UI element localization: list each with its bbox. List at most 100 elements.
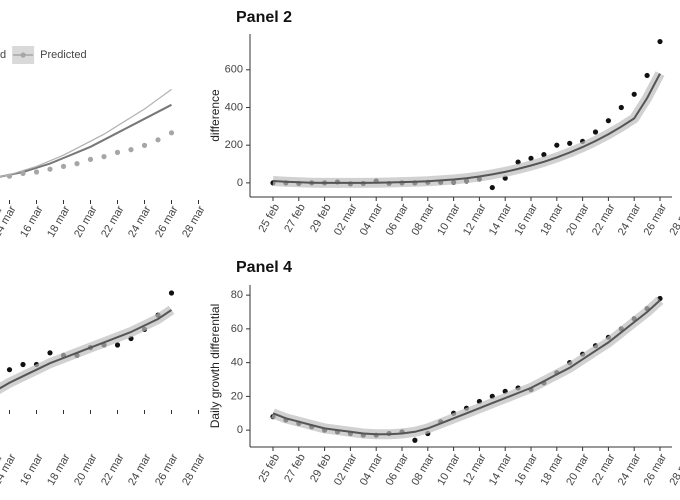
x-tick-label: 20 mar — [564, 452, 592, 488]
y-tick-label: 400 — [225, 101, 243, 113]
x-tick-label: 24 mar — [126, 204, 154, 240]
legend-key-point — [20, 52, 26, 58]
series-line — [0, 103, 172, 178]
x-tick-label: 29 feb — [308, 452, 334, 484]
x-tick-label: 22 mar — [99, 204, 127, 240]
x-tick-label: 06 mar — [384, 202, 412, 238]
series-line — [272, 299, 661, 436]
x-tick-label: 04 mar — [358, 452, 386, 488]
x-tick-label: 18 mar — [538, 452, 566, 488]
data-point — [567, 140, 573, 146]
x-tick-label: 16 mar — [513, 202, 541, 238]
x-tick-label: 26 mar — [153, 204, 181, 240]
data-point — [554, 142, 560, 148]
data-point — [87, 156, 94, 162]
x-tick-label: 28 mar — [180, 452, 208, 488]
data-point — [141, 142, 148, 148]
data-point — [155, 137, 161, 143]
x-tick-label: 22 mar — [99, 452, 127, 488]
y-tick-label: 0 — [237, 424, 243, 436]
data-point — [644, 72, 650, 79]
x-tick-label: 22 mar — [590, 202, 618, 238]
data-point — [47, 350, 53, 356]
data-point — [101, 154, 107, 160]
y-axis-title: Daily growth differential — [208, 304, 222, 429]
x-tick-label: 16 mar — [513, 452, 541, 488]
data-point — [541, 152, 547, 158]
y-tick-label: 20 — [231, 390, 243, 402]
data-point — [74, 161, 80, 167]
series-line — [0, 88, 172, 178]
data-point — [128, 147, 134, 153]
y-tick-label: 60 — [231, 323, 243, 335]
x-tick-label: 16 mar — [18, 452, 46, 488]
y-tick-label: 0 — [237, 177, 243, 189]
x-tick-label: 16 mar — [18, 204, 46, 240]
x-tick-label: 20 mar — [72, 204, 100, 240]
x-tick-label: 04 mar — [358, 202, 386, 238]
x-tick-label: 26 mar — [642, 202, 670, 238]
data-point — [20, 361, 26, 368]
x-tick-label: 22 mar — [590, 452, 618, 488]
x-tick-label: 27 feb — [282, 202, 308, 234]
x-tick-label: 26 mar — [642, 452, 670, 488]
x-tick-label: 29 feb — [308, 202, 334, 234]
legend-label: d — [0, 49, 6, 61]
data-point — [528, 155, 534, 161]
x-tick-label: 12 mar — [461, 452, 489, 488]
x-tick-label: 18 mar — [538, 202, 566, 238]
data-point — [60, 163, 67, 169]
data-point — [618, 104, 624, 111]
x-tick-label: 02 mar — [332, 452, 360, 488]
x-tick-label: 08 mar — [409, 202, 437, 238]
x-tick-label: 28 mar — [667, 202, 680, 238]
x-tick-label: 27 feb — [282, 452, 308, 484]
series-line — [0, 309, 173, 390]
confidence-band — [272, 71, 665, 188]
data-point — [168, 290, 175, 296]
y-tick-label: 600 — [225, 64, 243, 76]
x-tick-label: 25 feb — [256, 202, 282, 234]
data-point — [631, 91, 637, 97]
x-tick-label: 10 mar — [435, 452, 463, 488]
x-tick-label: 18 mar — [45, 204, 73, 240]
data-point — [412, 437, 418, 443]
x-tick-label: 20 mar — [564, 202, 592, 238]
y-axis-title: difference — [208, 89, 222, 142]
x-tick-label: 10 mar — [435, 202, 463, 238]
x-tick-label: 24 mar — [126, 452, 154, 488]
x-tick-label: 06 mar — [384, 452, 412, 488]
x-tick-label: 24 mar — [616, 452, 644, 488]
x-tick-label: 28 mar — [667, 452, 680, 488]
x-tick-label: 02 mar — [332, 202, 360, 238]
data-point — [657, 38, 663, 45]
data-point — [47, 166, 53, 172]
x-tick-label: 25 feb — [256, 452, 282, 484]
y-tick-label: 80 — [231, 289, 243, 301]
x-tick-label: 14 mar — [487, 202, 515, 238]
data-point — [6, 367, 13, 373]
x-tick-label: 26 mar — [153, 452, 181, 488]
data-point — [114, 342, 121, 348]
panel-title: Panel 2 — [236, 9, 292, 26]
x-tick-label: 14 mar — [487, 452, 515, 488]
panel-title: Panel 4 — [236, 259, 292, 276]
x-tick-label: 20 mar — [72, 452, 100, 488]
x-tick-label: 18 mar — [45, 452, 73, 488]
data-point — [20, 170, 26, 176]
legend-label: Predicted — [40, 49, 86, 61]
y-tick-label: 40 — [231, 357, 243, 369]
x-tick-label: 08 mar — [409, 452, 437, 488]
x-tick-label: 28 mar — [180, 204, 208, 240]
y-tick-label: 200 — [225, 139, 243, 151]
data-point — [489, 184, 495, 191]
series-line — [272, 73, 661, 184]
data-point — [168, 130, 175, 136]
x-tick-label: 24 mar — [616, 202, 644, 238]
data-point — [605, 118, 612, 124]
data-point — [114, 149, 121, 155]
data-point — [33, 169, 40, 175]
data-point — [592, 129, 599, 135]
